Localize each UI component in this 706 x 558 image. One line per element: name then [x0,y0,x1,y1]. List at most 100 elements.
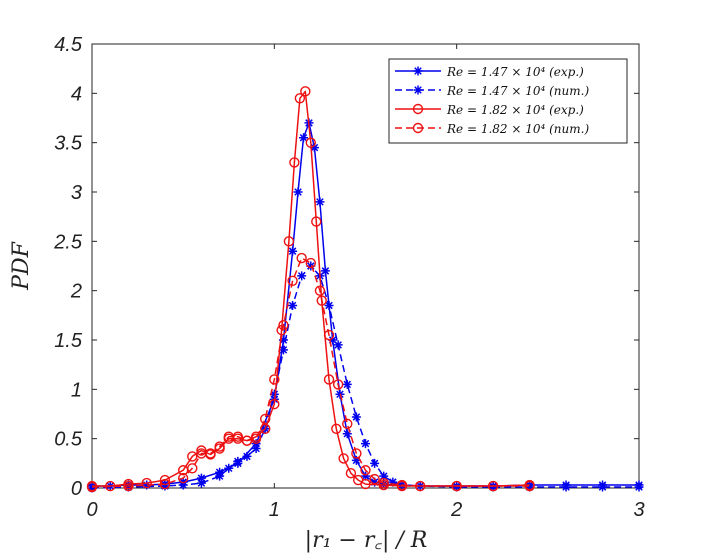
axis-ticks: 0 1 2 3 0 0.5 1 1.5 2 2.5 3 3.5 4 4.5 [53,34,644,521]
y-tick-label: 0 [71,478,82,500]
data-point [232,431,244,442]
data-point [294,93,306,104]
data-point [123,482,133,492]
data-point [314,285,326,296]
series-line [92,90,530,487]
data-point [342,379,352,389]
y-tick-label: 3 [71,182,82,204]
data-point [361,471,370,481]
data-point [224,463,234,473]
data-point [331,423,342,434]
data-point [360,478,371,490]
y-tick-label: 1.5 [54,330,83,352]
data-point [415,480,426,492]
data-point [283,236,295,247]
legend-label-1: Re = 1.47 × 10⁴ (exp.) [446,65,584,79]
data-point [332,379,344,390]
data-point [311,216,322,227]
data-point [342,418,353,430]
series-4 [86,252,535,493]
data-point [306,261,316,271]
data-point [160,481,170,491]
data-point [338,453,349,464]
y-tick-label: 4 [71,83,82,105]
x-tick-label: 1 [269,499,280,521]
data-point [269,389,279,399]
y-tick-label: 1 [71,379,82,401]
data-point [260,413,271,425]
legend-marker-1 [413,66,423,76]
data-point [324,300,334,310]
data-point [278,320,289,331]
y-tick-label: 0.5 [54,429,83,451]
data-point [369,473,380,485]
data-point [178,480,188,490]
data-point [297,271,307,281]
data-point [379,479,389,489]
x-axis-title: |r₁ − r꜀| / R [305,528,428,553]
data-point [323,374,335,385]
data-point [378,477,389,489]
data-point [360,465,371,476]
data-point [269,374,280,385]
data-point [293,187,303,197]
series-layer [86,86,644,493]
data-point [316,295,327,306]
data-point [524,480,535,492]
data-point [242,451,252,461]
legend-marker-3 [412,103,424,115]
data-point [451,480,462,492]
y-tick-label: 2.5 [53,231,83,253]
data-point [196,478,206,488]
data-point [487,480,499,492]
x-tick-label: 3 [633,499,644,521]
data-point [86,481,98,493]
data-point [320,266,330,276]
data-point [305,257,316,269]
data-point [196,473,206,483]
data-point [370,458,380,468]
legend-marker-4 [412,122,424,134]
data-point [141,477,152,489]
data-point [328,335,338,345]
x-tick-label: 2 [450,499,462,521]
data-point [288,300,298,310]
data-point [287,275,298,286]
legend-label-3: Re = 1.82 × 10⁴ (exp.) [446,103,584,117]
data-point [351,412,361,422]
data-point [345,468,357,479]
data-point [269,398,280,410]
data-point [187,463,198,474]
data-point [323,329,335,341]
data-point [187,451,198,462]
y-tick-label: 3.5 [54,133,83,155]
data-point [296,252,307,264]
data-point [561,482,571,492]
x-tick-label: 0 [86,499,97,521]
data-point [598,482,608,492]
legend-label-4: Re = 1.82 × 10⁴ (num.) [446,122,589,136]
data-point [342,429,352,439]
data-point [525,482,535,492]
data-point [250,433,262,444]
series-line [91,257,530,488]
data-point [488,482,498,492]
data-point [300,86,311,97]
data-point [87,483,97,493]
legend-box [388,58,628,144]
data-point [379,471,389,481]
data-point [177,472,189,484]
data-point [278,345,288,355]
data-point [299,133,309,143]
data-point [315,197,325,207]
data-point [214,441,225,452]
data-point [233,456,243,466]
data-point [205,448,216,459]
data-point [634,482,644,492]
data-point [388,477,398,487]
data-point [142,480,152,490]
data-point [288,246,298,256]
data-point [452,482,462,492]
data-point [196,445,207,456]
